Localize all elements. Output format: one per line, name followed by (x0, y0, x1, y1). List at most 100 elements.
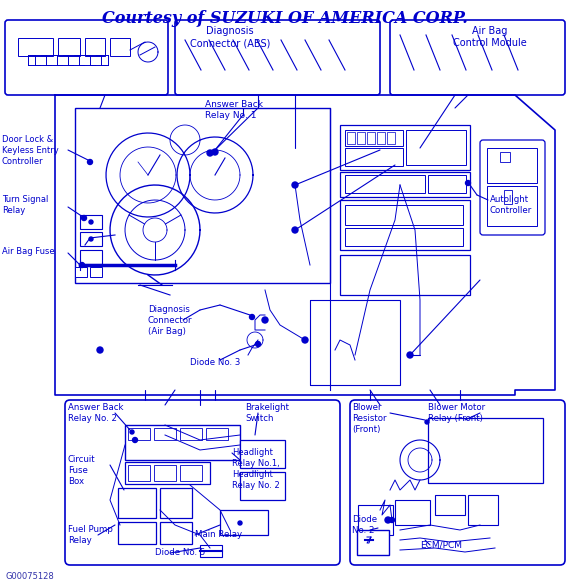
Bar (80, 250, 102, 264)
Circle shape (89, 237, 93, 241)
Bar (125, 462, 210, 484)
Bar (357, 132, 365, 144)
Bar (200, 545, 222, 557)
Text: Blower Motor
Relay (Front): Blower Motor Relay (Front) (428, 403, 485, 423)
Bar (377, 132, 385, 144)
Bar (514, 420, 524, 480)
Bar (428, 418, 543, 483)
Bar (340, 125, 470, 170)
Text: Answer Back
Relay No. 2: Answer Back Relay No. 2 (68, 403, 124, 423)
FancyBboxPatch shape (5, 20, 168, 95)
Bar (435, 495, 465, 515)
Bar (345, 148, 403, 166)
Bar (430, 420, 440, 480)
Circle shape (238, 521, 242, 525)
Bar (500, 152, 510, 162)
FancyBboxPatch shape (480, 140, 545, 235)
Text: Circuit
Fuse
Box: Circuit Fuse Box (68, 455, 96, 486)
Bar (406, 130, 466, 165)
Circle shape (250, 314, 254, 319)
Bar (128, 428, 150, 440)
Bar (428, 175, 466, 193)
Bar (80, 215, 102, 229)
Circle shape (82, 216, 87, 220)
Bar (125, 425, 240, 460)
Text: Diagnosis
Connector (ABS): Diagnosis Connector (ABS) (190, 26, 270, 48)
Text: Answer Back
Relay No. 1: Answer Back Relay No. 1 (205, 100, 263, 120)
Bar (118, 522, 156, 544)
Text: Diode No. 3: Diode No. 3 (190, 358, 241, 367)
Text: Diode No. 5: Diode No. 5 (155, 548, 205, 557)
Circle shape (302, 337, 308, 343)
Bar (118, 488, 156, 518)
Bar (180, 465, 202, 481)
Circle shape (130, 430, 134, 434)
Circle shape (88, 160, 92, 164)
Circle shape (212, 149, 218, 155)
Text: Blower
Resistor
(Front): Blower Resistor (Front) (352, 403, 386, 434)
Bar (340, 172, 470, 197)
Bar (310, 300, 400, 385)
FancyBboxPatch shape (65, 400, 340, 565)
Bar (154, 465, 176, 481)
Bar (240, 440, 285, 468)
Bar (478, 420, 488, 480)
Text: Air Bag Fuse: Air Bag Fuse (2, 247, 55, 256)
Circle shape (292, 227, 298, 233)
Bar (110, 38, 130, 56)
Bar (180, 428, 202, 440)
Bar (128, 465, 150, 481)
Bar (345, 228, 463, 246)
Bar (454, 420, 464, 480)
Bar (75, 108, 330, 283)
Bar (345, 205, 463, 225)
Circle shape (292, 182, 298, 188)
Bar (347, 132, 355, 144)
Bar (367, 132, 375, 144)
Bar (58, 38, 80, 56)
Bar (526, 420, 536, 480)
Bar (206, 428, 228, 440)
Text: Headlight
Relay No.1,
Headlight
Relay No. 2: Headlight Relay No.1, Headlight Relay No… (232, 448, 280, 490)
Bar (345, 175, 425, 193)
Circle shape (255, 342, 260, 346)
Circle shape (89, 220, 93, 224)
Bar (18, 38, 53, 56)
Bar (345, 130, 403, 146)
Circle shape (79, 262, 84, 268)
Circle shape (385, 517, 391, 523)
Text: Courtesy of SUZUKI OF AMERICA CORP.: Courtesy of SUZUKI OF AMERICA CORP. (102, 10, 468, 27)
Bar (160, 522, 192, 544)
Text: Fuel Pump
Relay: Fuel Pump Relay (68, 525, 113, 545)
Bar (502, 420, 512, 480)
Text: Turn Signal
Relay: Turn Signal Relay (2, 195, 48, 215)
Circle shape (262, 317, 268, 323)
Circle shape (207, 150, 213, 156)
Text: Diode
No. 2: Diode No. 2 (352, 515, 377, 535)
Bar (504, 190, 512, 204)
Bar (160, 488, 192, 518)
Text: Air Bag
Control Module: Air Bag Control Module (453, 26, 527, 48)
Circle shape (425, 420, 429, 424)
Bar (466, 420, 476, 480)
Circle shape (466, 181, 470, 185)
Circle shape (407, 352, 413, 358)
Bar (220, 510, 268, 535)
FancyBboxPatch shape (175, 20, 380, 95)
Text: Brakelight
Switch: Brakelight Switch (245, 403, 289, 423)
Bar (80, 232, 102, 246)
Circle shape (389, 518, 394, 522)
Bar (85, 38, 105, 56)
Bar (395, 500, 430, 525)
Bar (340, 200, 470, 250)
Bar (468, 495, 498, 525)
Circle shape (97, 347, 103, 353)
Bar (357, 530, 389, 555)
Text: Autolight
Controller: Autolight Controller (490, 195, 532, 215)
Bar (340, 255, 470, 295)
Text: ECM/PCM: ECM/PCM (420, 540, 462, 549)
FancyBboxPatch shape (350, 400, 565, 565)
Text: Diagnosis
Connector
(Air Bag): Diagnosis Connector (Air Bag) (148, 305, 193, 336)
Bar (487, 186, 537, 226)
Bar (90, 267, 102, 277)
